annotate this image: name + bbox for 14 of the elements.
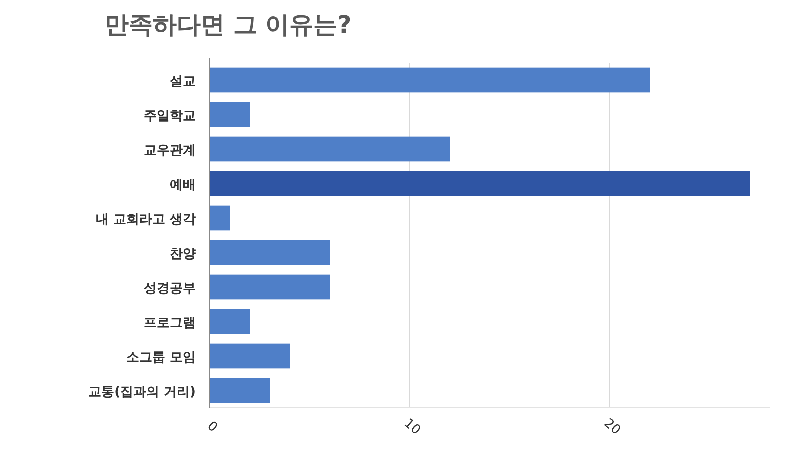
y-tick-label: 교통(집과의 거리): [88, 384, 196, 400]
y-tick-label: 설교: [170, 74, 196, 90]
y-tick-label: 예배: [170, 178, 196, 193]
y-tick-label: 프로그램: [144, 316, 196, 331]
chart-title: 만족하다면 그 이유는?: [105, 11, 352, 39]
x-tick-label: 20: [601, 416, 624, 438]
x-tick-label: 10: [401, 416, 424, 438]
y-tick-label: 교우관계: [144, 143, 196, 158]
y-tick-label: 성경공부: [144, 281, 196, 296]
y-tick-label: 찬양: [170, 246, 196, 262]
x-tick-label: 0: [204, 418, 220, 436]
y-tick-label: 소그룹 모임: [126, 350, 196, 366]
y-tick-label: 주일학교: [144, 108, 196, 124]
y-tick-label: 내 교회라고 생각: [96, 212, 196, 228]
